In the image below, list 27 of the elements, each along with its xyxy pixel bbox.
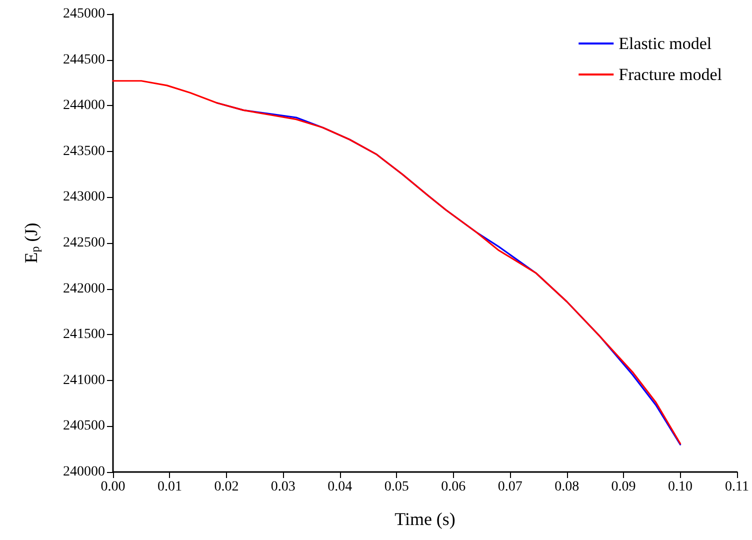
y-tick-label: 241000 [63, 372, 105, 388]
legend-label: Fracture model [618, 65, 722, 84]
y-tick-label: 244500 [63, 52, 105, 68]
x-tick-label: 0.09 [611, 480, 636, 494]
x-tick-label: 0.06 [441, 480, 466, 494]
y-tick-label: 242500 [63, 236, 105, 250]
x-tick-label: 0.08 [554, 480, 580, 494]
x-tick-label: 0.10 [668, 480, 693, 494]
y-tick-label: 243500 [63, 144, 105, 159]
x-tick-label: 0.11 [725, 480, 749, 494]
x-tick-label: 0.02 [214, 480, 239, 494]
x-tick-label: 0.07 [498, 480, 522, 494]
x-tick-label: 0.05 [384, 480, 409, 494]
y-tick-label: 240500 [63, 418, 105, 434]
x-tick-label: 0.00 [100, 480, 126, 494]
y-axis-title: Ep (J) [21, 222, 42, 264]
y-tick-label: 245000 [63, 6, 105, 22]
x-tick-label: 0.01 [157, 480, 182, 494]
y-tick-label: 241500 [63, 327, 105, 342]
x-tick-label: 0.04 [328, 480, 352, 494]
y-tick-label: 244000 [63, 98, 105, 114]
y-tick-label: 240000 [63, 464, 105, 480]
legend-label: Elastic model [618, 34, 712, 53]
y-tick-label: 243000 [63, 190, 105, 205]
x-axis-title: Time (s) [394, 509, 456, 529]
y-tick-label: 242000 [63, 281, 105, 296]
x-tick-label: 0.03 [270, 480, 296, 494]
